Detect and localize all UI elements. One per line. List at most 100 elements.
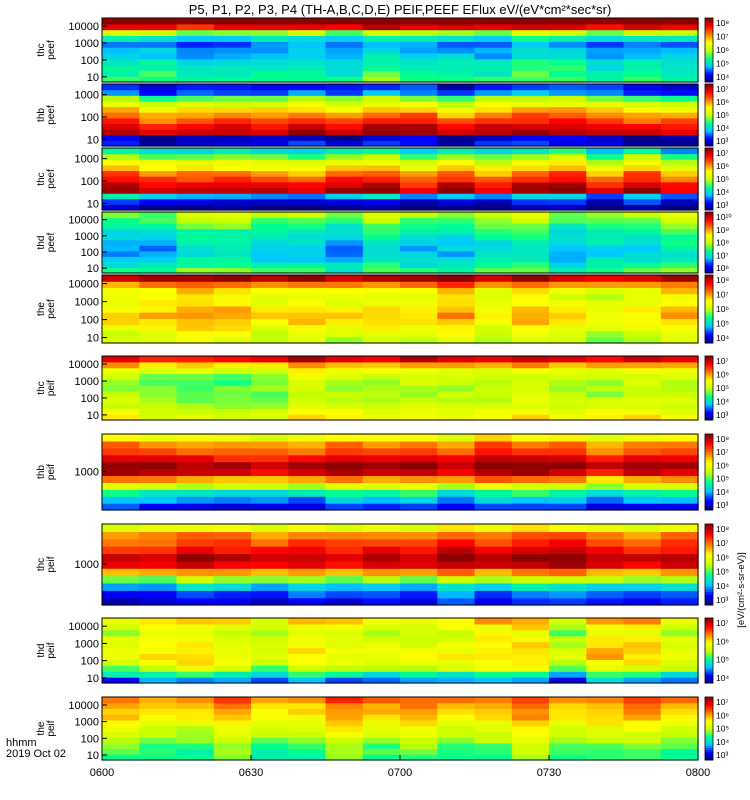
spectrogram-cell <box>325 204 364 211</box>
spectrogram-cell <box>437 29 476 36</box>
colorbar-tick-label: 10⁵ <box>716 655 729 665</box>
spectrogram-cell <box>586 129 625 136</box>
spectrogram-cell <box>400 176 438 183</box>
spectrogram-cell <box>623 23 662 31</box>
spectrogram-cell <box>511 553 550 562</box>
spectrogram-cell <box>549 148 587 155</box>
spectrogram-cell <box>511 223 550 230</box>
colorbar-step <box>705 102 713 106</box>
spectrogram-cell <box>511 641 550 649</box>
spectrogram-cell <box>288 538 327 547</box>
colorbar-step <box>705 98 713 102</box>
spectrogram-cell <box>213 538 252 547</box>
spectrogram-cell <box>362 653 401 660</box>
spectrogram-cell <box>586 312 625 319</box>
spectrogram-cell <box>102 719 140 727</box>
spectrogram-cell <box>102 223 140 230</box>
spectrogram-cell <box>139 217 178 224</box>
spectrogram-cell <box>660 217 699 224</box>
spectrogram-cell <box>511 176 550 183</box>
spectrogram-cell <box>176 553 215 562</box>
spectrogram-cell <box>549 47 587 54</box>
spectrogram-cell <box>660 250 699 257</box>
spectrogram-cell <box>362 647 401 654</box>
spectrogram-cell <box>176 193 215 200</box>
spectrogram-cell <box>213 396 252 404</box>
spectrogram-cell <box>102 538 140 547</box>
spectrogram-cell <box>623 553 662 562</box>
spectrogram-cell <box>288 281 327 288</box>
spectrogram-cell <box>586 134 625 141</box>
spectrogram-cell <box>102 84 140 91</box>
spectrogram-cell <box>660 538 699 547</box>
spectrogram-cell <box>288 454 327 463</box>
spectrogram-cell <box>213 447 252 456</box>
spectrogram-cell <box>139 198 178 205</box>
spectrogram-cell <box>623 697 662 704</box>
spectrogram-cell <box>623 234 662 241</box>
spectrogram-cell <box>362 318 401 326</box>
spectrogram-cell <box>623 468 662 476</box>
spectrogram-cell <box>474 324 513 332</box>
spectrogram-cell <box>623 318 662 326</box>
colorbar-step <box>705 32 713 36</box>
spectrogram-cell <box>139 76 178 83</box>
spectrogram-cell <box>474 647 513 654</box>
spectrogram-cell <box>660 402 699 409</box>
spectrogram-cell <box>623 653 662 660</box>
spectrogram-cell <box>139 58 178 66</box>
spectrogram-cell <box>139 623 178 631</box>
spectrogram-cell <box>176 299 215 307</box>
spectrogram-cell <box>586 496 625 504</box>
spectrogram-cell <box>288 568 327 577</box>
spectrogram-cell <box>511 70 550 77</box>
spectrogram-cell <box>474 250 513 257</box>
spectrogram-cell <box>437 503 476 511</box>
spectrogram-cell <box>623 524 662 532</box>
spectrogram-cell <box>325 568 364 577</box>
panel-frame <box>101 211 699 274</box>
colorbar-tick-label: 10⁶ <box>716 552 729 562</box>
spectrogram-cell <box>288 754 327 761</box>
spectrogram-cell <box>362 641 401 649</box>
spectrogram-cell <box>623 117 662 124</box>
spectrogram-cell <box>288 106 327 113</box>
colorbar-step <box>705 680 713 684</box>
spectrogram-cell <box>102 198 140 205</box>
spectrogram-cell <box>251 181 289 188</box>
spectrogram-cell <box>660 475 699 483</box>
spectrogram-cell <box>586 76 625 83</box>
spectrogram-cell <box>474 134 513 141</box>
spectrogram-cell <box>325 714 364 721</box>
spectrogram-cell <box>623 89 662 96</box>
spectrogram-cell <box>549 390 587 398</box>
panel-label: thb <box>36 108 47 122</box>
spectrogram-cell <box>474 546 513 555</box>
spectrogram-cell <box>213 647 252 654</box>
colorbar-step <box>705 755 713 759</box>
colorbar-step <box>705 751 713 755</box>
spectrogram-cell <box>549 164 587 172</box>
spectrogram-cell <box>474 496 513 504</box>
spectrogram-cell <box>549 35 587 42</box>
spectrogram-cell <box>288 708 327 715</box>
spectrogram-cell <box>213 635 252 643</box>
spectrogram-cell <box>623 176 662 183</box>
spectrogram-cell <box>213 89 252 96</box>
colorbar-step <box>705 191 713 194</box>
spectrogram-cell <box>102 629 140 637</box>
spectrogram-cell <box>437 568 476 577</box>
colorbar-step <box>705 411 713 415</box>
spectrogram-cell <box>213 402 252 409</box>
spectrogram-cell <box>474 385 513 392</box>
spectrogram-cell <box>549 312 587 319</box>
spectrogram-cell <box>325 546 364 555</box>
spectrogram-cell <box>623 76 662 83</box>
colorbar-tick-label: 10³ <box>716 136 728 146</box>
spectrogram-cell <box>213 742 252 750</box>
spectrogram-cell <box>362 677 401 684</box>
spectrogram-cell <box>549 524 587 532</box>
colorbar-step <box>705 260 713 264</box>
spectrogram-cell <box>400 129 438 136</box>
colorbar-step <box>705 375 713 378</box>
